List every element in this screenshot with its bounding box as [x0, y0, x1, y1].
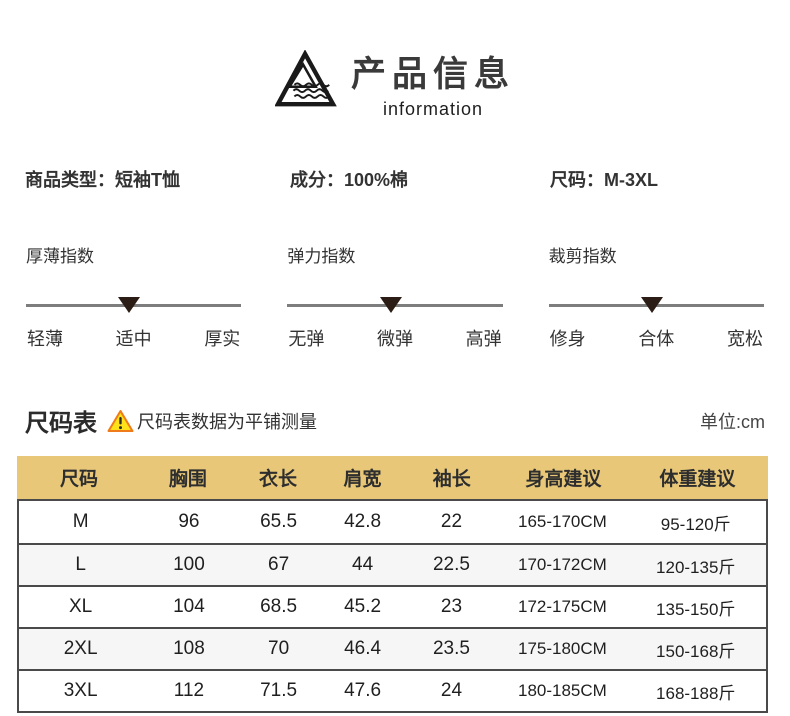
column-header: 尺码 [59, 469, 98, 490]
table-cell: 95-120斤 [660, 514, 731, 534]
size-chart-header: 尺码表 尺码表数据为平铺测量 单位:cm [0, 403, 790, 438]
table-cell: 100 [173, 554, 205, 575]
table-cell: 168-188斤 [656, 683, 736, 703]
table-cell: 96 [178, 511, 200, 532]
table-cell: 46.4 [344, 638, 382, 659]
table-cell: 172-175CM [517, 597, 607, 616]
page-title: 产品信息 [350, 55, 515, 94]
slider-labels: 轻薄 适中 厚实 [26, 325, 241, 351]
table-cell: 112 [173, 680, 205, 701]
cut-index: 裁剪指数 修身 合体 宽松 [548, 242, 764, 351]
page-subtitle: information [382, 99, 484, 119]
table-cell: 104 [173, 596, 205, 617]
size-table-head: 尺码 胸围 衣长 肩宽 袖长 身高建议 体重建议 [17, 456, 768, 499]
size-chart-note: 尺码表数据为平铺测量 [137, 411, 317, 432]
slider-option: 高弹 [465, 329, 502, 349]
size-chart-title: 尺码表 [25, 410, 97, 437]
size-table: 尺码 胸围 衣长 肩宽 袖长 身高建议 体重建议 M 96 65.5 42.8 22 165-170C… [17, 456, 768, 713]
warning-icon [107, 409, 134, 432]
table-cell: 45.2 [344, 596, 382, 617]
slider-option: 修身 [549, 329, 586, 349]
table-cell: 42.8 [344, 511, 382, 532]
table-cell: 22.5 [432, 554, 470, 575]
slider-option: 厚实 [204, 329, 241, 349]
column-header: 肩宽 [343, 469, 382, 490]
column-header: 袖长 [432, 469, 471, 490]
slider-marker-icon [379, 297, 402, 313]
product-attributes: 商品类型：短袖T恤 成分：100%棉 尺码：M-3XL [0, 166, 790, 192]
table-cell: 65.5 [260, 511, 298, 532]
table-cell: 44 [352, 554, 374, 575]
slider-option: 轻薄 [27, 329, 63, 349]
column-header: 身高建议 [525, 469, 602, 490]
index-sliders: 厚薄指数 轻薄 适中 厚实 弹力指数 无弹 微弹 高弹 裁剪指数 修身 [0, 242, 790, 351]
thickness-slider [26, 295, 242, 317]
slider-option: 微弹 [376, 329, 413, 349]
index-title: 厚薄指数 [26, 247, 94, 266]
column-header: 衣长 [258, 469, 297, 490]
table-cell: 47.6 [344, 680, 382, 701]
attr-size-range: 尺码：M-3XL [550, 170, 658, 190]
index-title: 弹力指数 [287, 247, 356, 266]
table-cell: 23 [440, 596, 463, 617]
table-row: 2XL 108 70 46.4 23.5 175-180CM 150-168斤 [19, 627, 766, 669]
table-cell: 108 [173, 638, 205, 659]
triangle-waves-logo-icon [274, 50, 337, 107]
table-cell: 70 [268, 638, 290, 659]
table-cell: 180-185CM [517, 681, 607, 700]
table-cell: 120-135斤 [656, 557, 736, 577]
table-row: L 100 67 44 22.5 170-172CM 120-135斤 [19, 543, 766, 585]
elasticity-index: 弹力指数 无弹 微弹 高弹 [287, 242, 503, 351]
slider-marker-icon [118, 297, 141, 313]
attr-product-type: 商品类型：短袖T恤 [25, 170, 180, 190]
table-row: M 96 65.5 42.8 22 165-170CM 95-120斤 [19, 501, 766, 543]
size-table-body: M 96 65.5 42.8 22 165-170CM 95-120斤 L 100 67 44 22.… [17, 499, 768, 713]
elasticity-slider [287, 295, 503, 317]
cut-slider [548, 295, 764, 317]
table-cell: 150-168斤 [656, 641, 736, 661]
column-header: 体重建议 [659, 469, 736, 490]
table-row: 3XL 112 71.5 47.6 24 180-185CM 168-188斤 [19, 669, 766, 711]
table-cell: 22 [440, 511, 463, 532]
table-row: XL 104 68.5 45.2 23 172-175CM 135-150斤 [19, 585, 766, 627]
column-header: 胸围 [168, 469, 207, 490]
slider-option: 宽松 [726, 329, 763, 349]
slider-option: 合体 [638, 329, 675, 349]
slider-option: 无弹 [288, 329, 325, 349]
table-cell: 23.5 [432, 638, 470, 659]
size-chart-unit: 单位:cm [700, 411, 765, 432]
table-cell: 135-150斤 [656, 599, 736, 619]
table-cell: 67 [268, 554, 290, 575]
slider-labels: 修身 合体 宽松 [549, 325, 764, 351]
table-cell: 175-180CM [517, 639, 607, 658]
table-cell: 2XL [63, 638, 98, 659]
table-cell: L [75, 554, 86, 575]
table-cell: 3XL [63, 680, 98, 701]
attr-material: 成分：100%棉 [290, 170, 409, 190]
slider-labels: 无弹 微弹 高弹 [287, 325, 502, 351]
table-cell: 165-170CM [517, 512, 607, 531]
table-cell: M [72, 511, 89, 532]
table-cell: 71.5 [260, 680, 298, 701]
table-cell: 68.5 [260, 596, 298, 617]
slider-marker-icon [641, 297, 663, 313]
table-cell: 24 [440, 680, 463, 701]
page-header: 产品信息 information [0, 0, 790, 120]
table-cell: XL [69, 596, 93, 617]
slider-option: 适中 [115, 329, 152, 349]
table-cell: 170-172CM [517, 555, 607, 574]
thickness-index: 厚薄指数 轻薄 适中 厚实 [26, 242, 242, 351]
index-title: 裁剪指数 [548, 247, 617, 266]
